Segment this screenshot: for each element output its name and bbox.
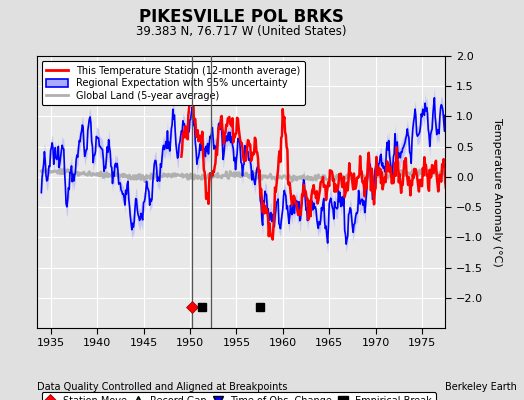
Y-axis label: Temperature Anomaly (°C): Temperature Anomaly (°C) <box>493 118 503 266</box>
Text: Data Quality Controlled and Aligned at Breakpoints: Data Quality Controlled and Aligned at B… <box>37 382 287 392</box>
Text: PIKESVILLE POL BRKS: PIKESVILLE POL BRKS <box>139 8 343 26</box>
Legend: Station Move, Record Gap, Time of Obs. Change, Empirical Break: Station Move, Record Gap, Time of Obs. C… <box>41 392 436 400</box>
Text: Berkeley Earth: Berkeley Earth <box>445 382 517 392</box>
Text: 39.383 N, 76.717 W (United States): 39.383 N, 76.717 W (United States) <box>136 25 346 38</box>
